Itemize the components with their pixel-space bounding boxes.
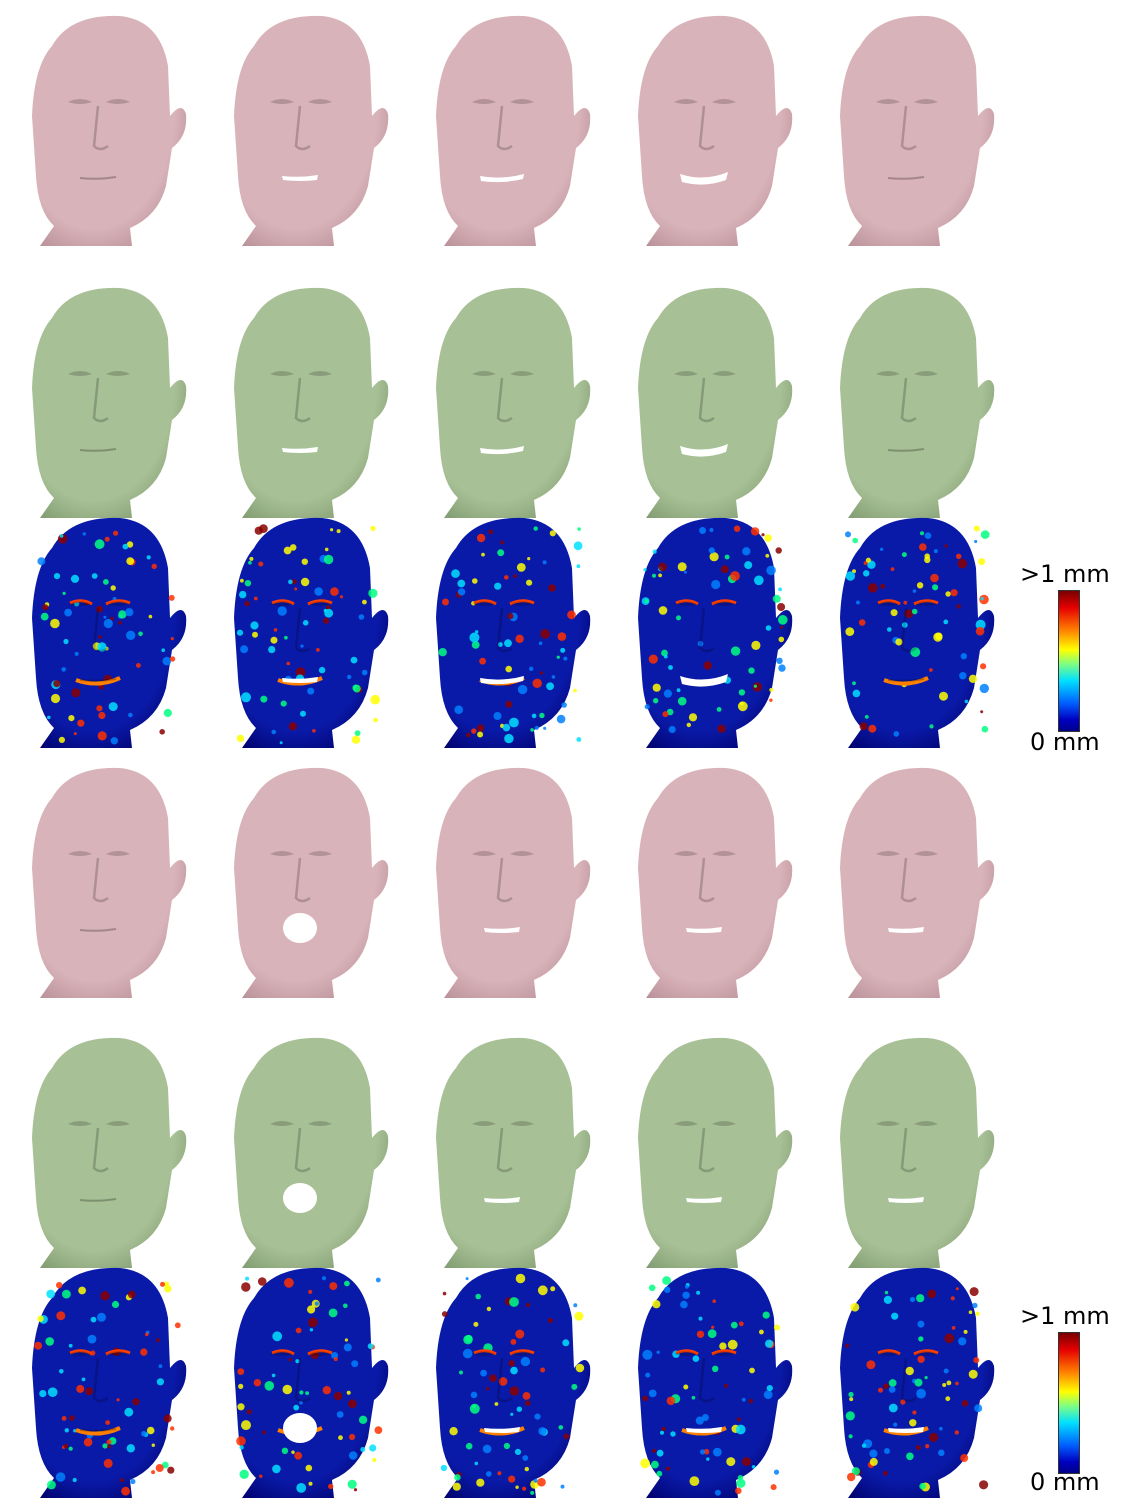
error-face-render xyxy=(414,508,604,748)
scan-face-render xyxy=(414,758,604,998)
error-face-render xyxy=(818,508,1008,748)
head-shape xyxy=(234,1037,389,1268)
error-face-render xyxy=(10,1258,200,1498)
head-shape xyxy=(234,15,389,246)
head-shape xyxy=(436,15,591,246)
head-shape xyxy=(436,1037,591,1268)
head-shape xyxy=(638,287,793,518)
head-shape xyxy=(234,1267,389,1498)
head-shape xyxy=(436,287,591,518)
colorbar-gradient xyxy=(1058,590,1080,732)
head-shape xyxy=(638,767,793,998)
scan-face-render xyxy=(616,758,806,998)
error-face-render xyxy=(616,1258,806,1498)
head-shape xyxy=(234,767,389,998)
head-shape xyxy=(638,517,793,748)
model-face-render xyxy=(616,1028,806,1268)
scan-face-render xyxy=(212,6,402,246)
model-face-render xyxy=(818,1028,1008,1268)
head-shape xyxy=(32,1037,187,1268)
scan-face-render xyxy=(10,758,200,998)
scan-face-render xyxy=(616,6,806,246)
head-shape xyxy=(234,287,389,518)
error-face-render xyxy=(414,1258,604,1498)
model-face-render xyxy=(212,1028,402,1268)
error-face-render xyxy=(212,508,402,748)
head-shape xyxy=(840,517,995,748)
head-shape xyxy=(638,1037,793,1268)
head-shape xyxy=(32,287,187,518)
head-shape xyxy=(840,287,995,518)
head-shape xyxy=(32,15,187,246)
scan-face-render xyxy=(212,758,402,998)
error-face-render xyxy=(818,1258,1008,1498)
scan-face-render xyxy=(818,758,1008,998)
colorbar-min-label: 0 mm xyxy=(1030,1468,1100,1496)
head-shape xyxy=(234,517,389,748)
head-shape xyxy=(638,15,793,246)
model-face-render xyxy=(10,1028,200,1268)
head-shape xyxy=(32,1267,187,1498)
model-face-render xyxy=(414,1028,604,1268)
scan-face-render xyxy=(10,6,200,246)
model-face-render xyxy=(818,278,1008,518)
colorbar-max-label: >1 mm xyxy=(1020,1302,1110,1330)
colorbar-top: >1 mm 0 mm xyxy=(1010,560,1120,760)
colorbar-bottom: >1 mm 0 mm xyxy=(1010,1302,1120,1498)
head-shape xyxy=(840,767,995,998)
head-shape xyxy=(32,767,187,998)
head-shape xyxy=(32,517,187,748)
head-shape xyxy=(436,517,591,748)
error-face-render xyxy=(616,508,806,748)
model-face-render xyxy=(212,278,402,518)
colorbar-max-label: >1 mm xyxy=(1020,560,1110,588)
scan-face-render xyxy=(818,6,1008,246)
head-shape xyxy=(840,15,995,246)
error-face-render xyxy=(212,1258,402,1498)
scan-face-render xyxy=(414,6,604,246)
model-face-render xyxy=(616,278,806,518)
colorbar-gradient xyxy=(1058,1332,1080,1474)
head-shape xyxy=(436,767,591,998)
error-face-render xyxy=(10,508,200,748)
model-face-render xyxy=(10,278,200,518)
head-shape xyxy=(638,1267,793,1498)
colorbar-min-label: 0 mm xyxy=(1030,728,1100,756)
head-shape xyxy=(840,1037,995,1268)
model-face-render xyxy=(414,278,604,518)
